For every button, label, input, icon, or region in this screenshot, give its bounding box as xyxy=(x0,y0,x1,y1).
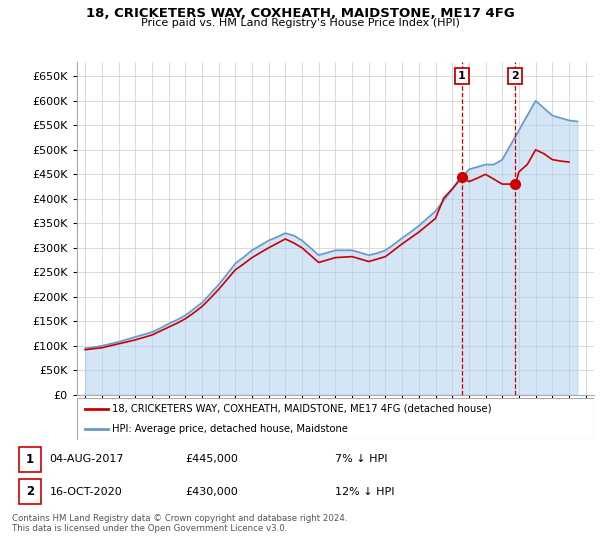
FancyBboxPatch shape xyxy=(19,447,41,472)
Text: 18, CRICKETERS WAY, COXHEATH, MAIDSTONE, ME17 4FG: 18, CRICKETERS WAY, COXHEATH, MAIDSTONE,… xyxy=(86,7,514,20)
Text: 16-OCT-2020: 16-OCT-2020 xyxy=(49,487,122,497)
Text: 1: 1 xyxy=(26,453,34,466)
Text: Price paid vs. HM Land Registry's House Price Index (HPI): Price paid vs. HM Land Registry's House … xyxy=(140,18,460,29)
Text: 18, CRICKETERS WAY, COXHEATH, MAIDSTONE, ME17 4FG (detached house): 18, CRICKETERS WAY, COXHEATH, MAIDSTONE,… xyxy=(112,404,491,413)
Text: 7% ↓ HPI: 7% ↓ HPI xyxy=(335,454,387,464)
Text: £430,000: £430,000 xyxy=(185,487,238,497)
Text: HPI: Average price, detached house, Maidstone: HPI: Average price, detached house, Maid… xyxy=(112,424,348,434)
FancyBboxPatch shape xyxy=(19,479,41,504)
Text: 2: 2 xyxy=(26,485,34,498)
Text: 1: 1 xyxy=(458,71,466,81)
Text: 2: 2 xyxy=(512,71,519,81)
Text: £445,000: £445,000 xyxy=(185,454,238,464)
Text: 04-AUG-2017: 04-AUG-2017 xyxy=(49,454,124,464)
FancyBboxPatch shape xyxy=(77,398,594,440)
Text: 12% ↓ HPI: 12% ↓ HPI xyxy=(335,487,394,497)
Text: Contains HM Land Registry data © Crown copyright and database right 2024.
This d: Contains HM Land Registry data © Crown c… xyxy=(12,514,347,534)
